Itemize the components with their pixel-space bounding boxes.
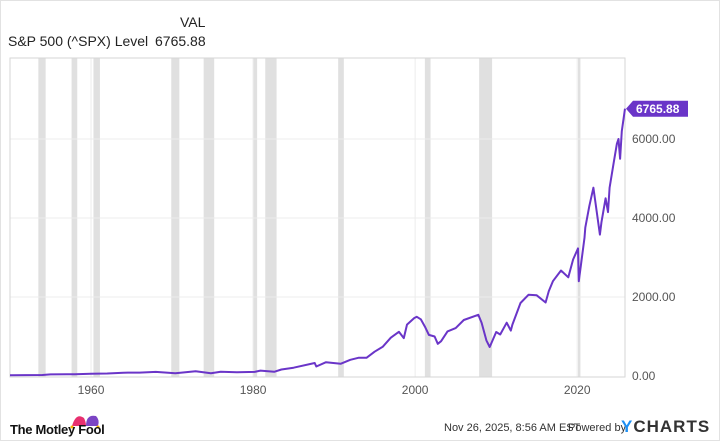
x-tick-label: 1960 (78, 383, 105, 397)
ycharts-logo: YCHARTS (621, 417, 711, 436)
series-line-sp500 (9, 108, 626, 377)
x-tick-label: 2000 (402, 383, 429, 397)
motley-fool-logo: The Motley Fool (8, 408, 118, 443)
series-value: 6765.88 (155, 33, 206, 49)
last-value-flag (626, 100, 688, 117)
y-tick-label: 0.00 (632, 369, 656, 383)
x-tick-label: 2020 (564, 383, 591, 397)
value-column-header: VAL (180, 14, 206, 30)
x-tick-label: 1980 (240, 383, 267, 397)
motley-fool-text: The Motley Fool (10, 422, 105, 437)
y-tick-label: 4000.00 (632, 211, 676, 225)
last-value-label: 6765.88 (636, 102, 680, 116)
series-label: S&P 500 (^SPX) Level (8, 33, 149, 49)
plot-border (9, 57, 626, 378)
y-tick-label: 6000.00 (632, 132, 676, 146)
timestamp: Nov 26, 2025, 8:56 AM EST (444, 422, 581, 434)
powered-by: Powered by (568, 422, 627, 434)
jester-hat-icon (72, 416, 86, 426)
y-tick-label: 2000.00 (632, 290, 676, 304)
